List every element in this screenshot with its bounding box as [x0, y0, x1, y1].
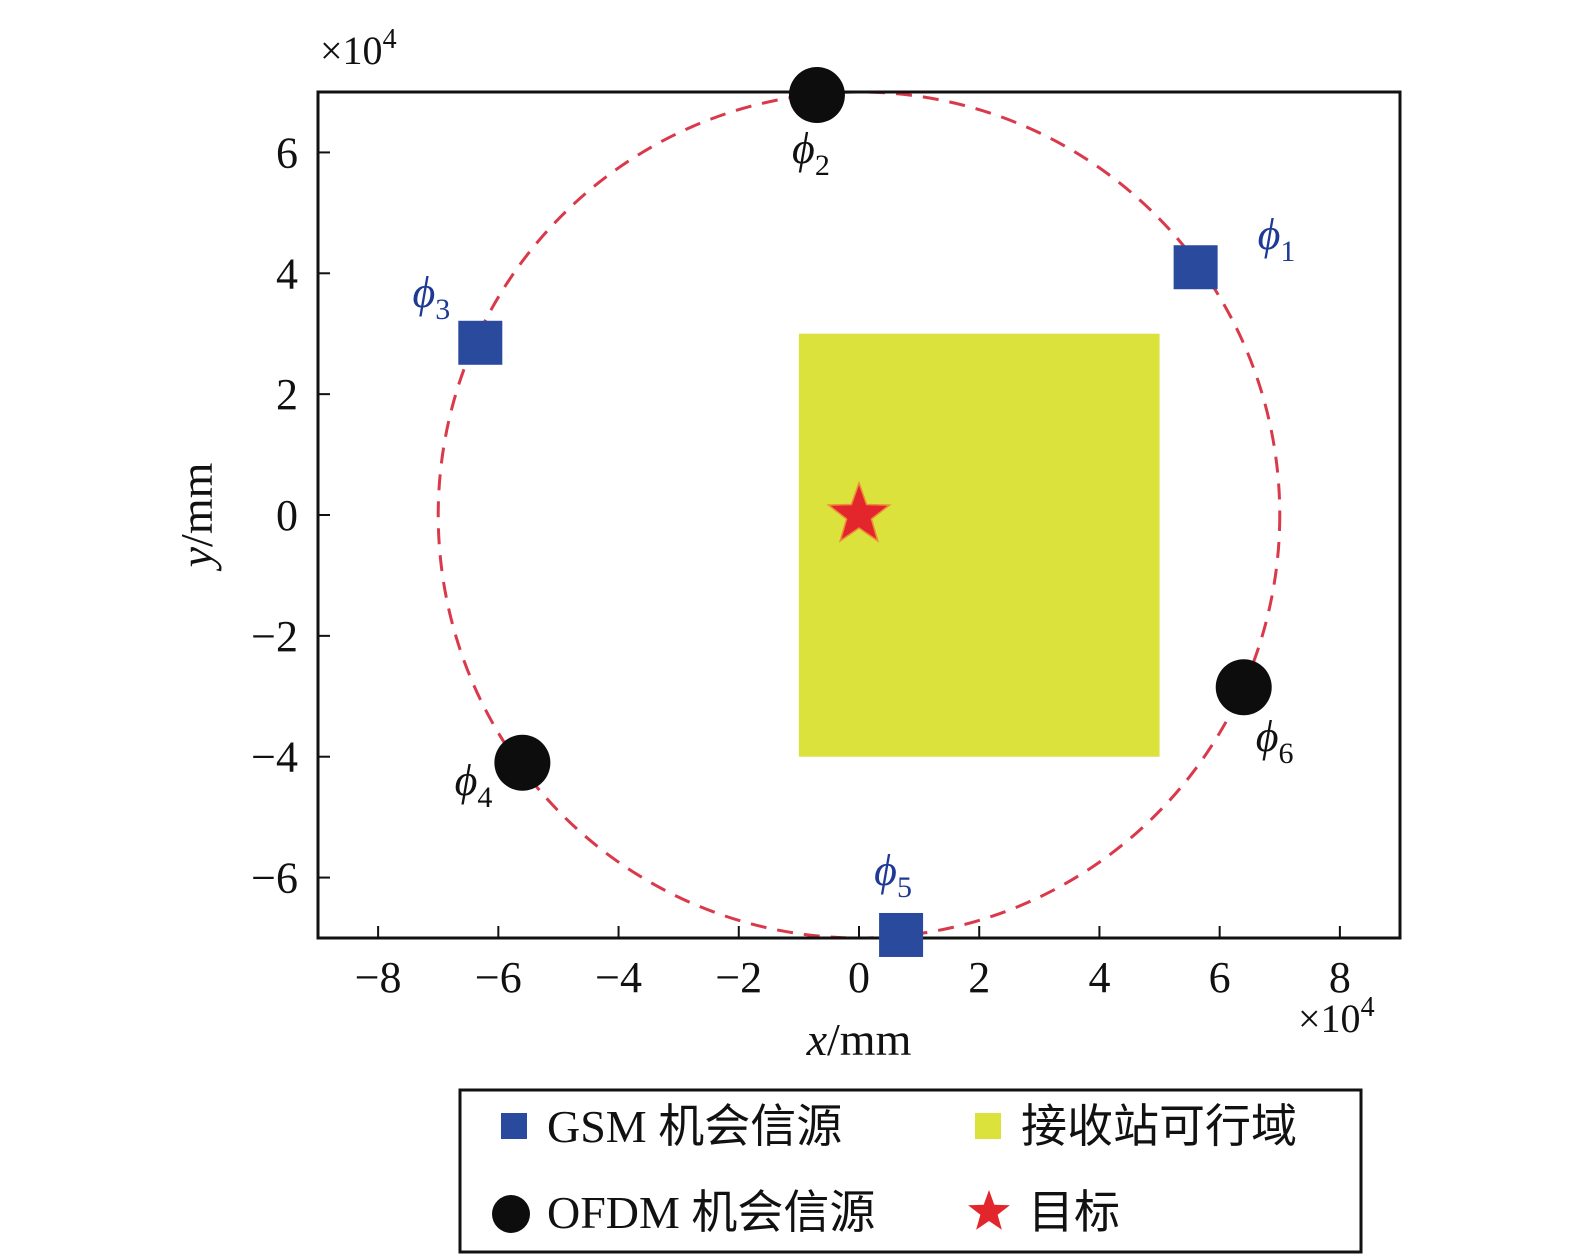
x-tick-label: −2 — [715, 953, 762, 1002]
y-tick-label: 6 — [276, 128, 298, 177]
ofdm-source-marker — [1215, 659, 1272, 716]
ofdm-source-marker — [788, 67, 845, 124]
legend-gsm-label: GSM 机会信源 — [547, 1101, 842, 1152]
x-tick-label: −4 — [595, 953, 642, 1002]
x-axis-label: x/mm — [806, 1014, 912, 1065]
source-label-phi2: ϕ2 — [792, 124, 830, 182]
legend-gsm-marker — [501, 1113, 527, 1139]
y-tick-label: 0 — [276, 491, 298, 540]
source-label-phi4: ϕ4 — [455, 756, 493, 814]
target-star — [826, 480, 892, 543]
legend-ofdm-marker — [492, 1195, 530, 1233]
legend-region-marker — [975, 1113, 1001, 1139]
x-tick-label: −8 — [355, 953, 402, 1002]
x-tick-label: 6 — [1209, 953, 1231, 1002]
x-tick-label: 4 — [1088, 953, 1110, 1002]
feasible-region — [798, 333, 1160, 757]
legend-target-label: 目标 — [1028, 1187, 1120, 1238]
source-label-phi6: ϕ6 — [1256, 712, 1294, 770]
x-tick-label: −6 — [475, 953, 522, 1002]
legend: GSM 机会信源 接收站可行域 OFDM 机会信源 目标 — [458, 1088, 1363, 1254]
y-tick-label: −6 — [251, 854, 298, 903]
y-axis-label-group: y/mm — [171, 462, 222, 571]
x-tick-label: 2 — [968, 953, 990, 1002]
source-label-phi5: ϕ5 — [874, 846, 912, 904]
y-tick-label: 2 — [276, 370, 298, 419]
gsm-source-marker — [1173, 245, 1218, 290]
y-axis-multiplier: ×104 — [320, 24, 397, 73]
gsm-source-marker — [458, 320, 503, 365]
y-tick-label: −2 — [251, 612, 298, 661]
legend-region-label: 接收站可行域 — [1021, 1101, 1297, 1152]
y-axis-label: y/mm — [171, 462, 222, 571]
ofdm-source-marker — [494, 734, 551, 791]
legend-box — [458, 1088, 1363, 1254]
y-tick-label: −4 — [251, 733, 298, 782]
x-axis-multiplier: ×104 — [1298, 992, 1375, 1041]
x-tick-label: 8 — [1329, 953, 1351, 1002]
legend-target-marker — [968, 1190, 1010, 1230]
legend-ofdm-label: OFDM 机会信源 — [547, 1187, 875, 1238]
x-tick-label: 0 — [848, 953, 870, 1002]
y-tick-label: 4 — [276, 249, 298, 298]
source-label-phi1: ϕ1 — [1258, 210, 1296, 268]
gsm-source-marker — [879, 912, 924, 957]
source-label-phi3: ϕ3 — [413, 268, 451, 326]
